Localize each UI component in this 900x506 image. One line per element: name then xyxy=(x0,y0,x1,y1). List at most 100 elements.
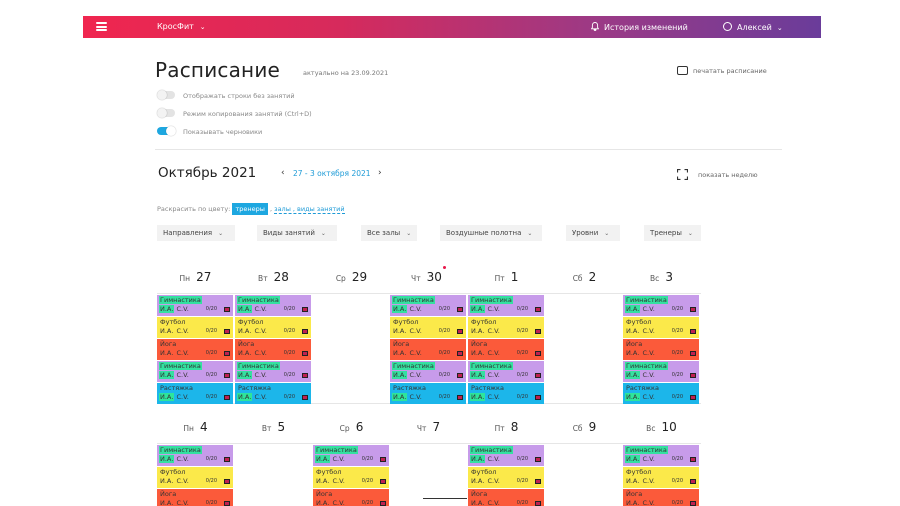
class-cell-gym[interactable]: Гимнастика И.А. С.V. 0/20 xyxy=(468,295,544,316)
club-selector[interactable]: КросФит ⌄ xyxy=(157,22,206,31)
class-meta: И.А. С.V. 0/20 xyxy=(470,371,542,380)
class-cell-gym[interactable]: Гимнастика И.А. С.V. 0/20 xyxy=(157,361,233,382)
flag-icon xyxy=(690,501,696,506)
color-by-other[interactable]: залы , виды занятий xyxy=(274,205,345,214)
chevron-left-icon[interactable]: ‹ xyxy=(281,168,285,178)
class-cell-yoga[interactable]: Йога И.А. С.V. 0/20 xyxy=(623,339,699,360)
filter-aerial[interactable]: Воздушные полотна ⌄ xyxy=(440,225,542,241)
flag-icon xyxy=(457,329,463,334)
class-cell-yoga[interactable]: Йога И.А. С.V. 0/20 xyxy=(157,489,233,506)
class-cell-gym[interactable]: Гимнастика И.А. С.V. 0/20 xyxy=(313,445,389,466)
user-icon xyxy=(723,22,732,31)
class-cell-football[interactable]: Футбол И.А. С.V. 0/20 xyxy=(468,317,544,338)
day-header: Ср 29 xyxy=(313,266,390,285)
menu-icon[interactable] xyxy=(96,22,107,31)
class-cell-gym[interactable]: Гимнастика И.А. С.V. 0/20 xyxy=(235,361,311,382)
class-cell-gym[interactable]: Гимнастика И.А. С.V. 0/20 xyxy=(623,361,699,382)
class-cell-football[interactable]: Футбол И.А. С.V. 0/20 xyxy=(157,317,233,338)
class-meta: И.А. С.V. 0/20 xyxy=(315,455,387,464)
class-cell-football[interactable]: Футбол И.А. С.V. 0/20 xyxy=(313,467,389,488)
class-cell-yoga[interactable]: Йога И.А. С.V. 0/20 xyxy=(157,339,233,360)
trainer-initials: И.А. xyxy=(238,349,252,357)
day-header: Вт 5 xyxy=(235,416,312,435)
toggle-label: Показывать черновики xyxy=(183,128,263,136)
class-meta: И.А. С.V. 0/20 xyxy=(392,305,464,314)
trainer-initials-2: С.V. xyxy=(407,393,422,401)
trainer-initials: И.А. xyxy=(626,349,640,357)
class-name: Гимнастика xyxy=(392,296,435,304)
class-cell-yoga[interactable]: Йога И.А. С.V. 0/20 xyxy=(623,489,699,506)
trainer-initials: И.А. xyxy=(471,499,485,506)
top-bar: КросФит ⌄ История изменений Алексей ⌄ xyxy=(83,16,821,38)
class-cell-gym[interactable]: Гимнастика И.А. С.V. 0/20 xyxy=(157,445,233,466)
class-cell-football[interactable]: Футбол И.А. С.V. 0/20 xyxy=(157,467,233,488)
filter-halls[interactable]: Все залы ⌄ xyxy=(361,225,417,241)
class-meta: И.А. С.V. 0/20 xyxy=(470,393,542,402)
class-cell-gym[interactable]: Гимнастика И.А. С.V. 0/20 xyxy=(468,445,544,466)
user-menu[interactable]: Алексей ⌄ xyxy=(723,22,783,32)
class-cell-gym[interactable]: Гимнастика И.А. С.V. 0/20 xyxy=(390,295,466,316)
trainer-initials: И.А. xyxy=(160,477,174,485)
class-cell-gym[interactable]: Гимнастика И.А. С.V. 0/20 xyxy=(623,445,699,466)
trainer-initials: И.А. xyxy=(471,349,485,357)
class-cell-stretch[interactable]: Растяжка И.А. С.V. 0/20 xyxy=(390,383,466,404)
week-range[interactable]: 27 - 3 октября 2021 xyxy=(293,169,371,178)
flag-icon xyxy=(224,457,230,462)
class-cell-stretch[interactable]: Растяжка И.А. С.V. 0/20 xyxy=(235,383,311,404)
show-week-button[interactable]: показать неделю xyxy=(677,169,758,180)
class-name: Гимнастика xyxy=(159,296,202,304)
weekday: Вт xyxy=(258,274,268,283)
history-link[interactable]: История изменений xyxy=(591,22,688,32)
print-button[interactable]: печатать расписание xyxy=(677,66,767,75)
trainer-initials: И.А. xyxy=(393,349,407,357)
toggle-switch[interactable] xyxy=(157,90,175,100)
class-cell-gym[interactable]: Гимнастика И.А. С.V. 0/20 xyxy=(390,361,466,382)
class-cell-yoga[interactable]: Йога И.А. С.V. 0/20 xyxy=(468,489,544,506)
capacity-count: 0/20 xyxy=(438,328,450,334)
class-cell-gym[interactable]: Гимнастика И.А. С.V. 0/20 xyxy=(623,295,699,316)
class-name: Гимнастика xyxy=(159,362,202,370)
class-cell-gym[interactable]: Гимнастика И.А. С.V. 0/20 xyxy=(235,295,311,316)
toggle-switch[interactable] xyxy=(157,126,176,136)
flag-icon xyxy=(380,457,386,462)
class-cell-stretch[interactable]: Растяжка И.А. С.V. 0/20 xyxy=(468,383,544,404)
class-cell-yoga[interactable]: Йога И.А. С.V. 0/20 xyxy=(468,339,544,360)
class-cell-yoga[interactable]: Йога И.А. С.V. 0/20 xyxy=(390,339,466,360)
trainer-initials-2: С.V. xyxy=(640,371,655,379)
capacity-count: 0/20 xyxy=(205,328,217,334)
filter-trainers[interactable]: Тренеры ⌄ xyxy=(644,225,701,241)
class-name: Растяжка xyxy=(160,384,193,392)
capacity-count: 0/20 xyxy=(671,328,683,334)
trainer-initials-2: С.V. xyxy=(640,393,655,401)
filter-class-types[interactable]: Виды занятий ⌄ xyxy=(257,225,337,241)
class-meta: И.А. С.V. 0/20 xyxy=(392,371,464,380)
trainer-initials: И.А. xyxy=(316,477,330,485)
class-cell-yoga[interactable]: Йога И.А. С.V. 0/20 xyxy=(235,339,311,360)
class-meta: И.А. С.V. 0/20 xyxy=(159,455,231,464)
filter-directions[interactable]: Направления ⌄ xyxy=(157,225,235,241)
color-by-label: Раскрасить по цвету: xyxy=(157,205,231,213)
class-cell-football[interactable]: Футбол И.А. С.V. 0/20 xyxy=(235,317,311,338)
class-cell-football[interactable]: Футбол И.А. С.V. 0/20 xyxy=(468,467,544,488)
capacity-count: 0/20 xyxy=(205,478,217,484)
flag-icon xyxy=(302,307,308,312)
class-cell-yoga[interactable]: Йога И.А. С.V. 0/20 xyxy=(313,489,389,506)
class-cell-football[interactable]: Футбол И.А. С.V. 0/20 xyxy=(623,467,699,488)
class-meta: И.А. С.V. 0/20 xyxy=(625,349,697,358)
class-cell-stretch[interactable]: Растяжка И.А. С.V. 0/20 xyxy=(623,383,699,404)
class-cell-stretch[interactable]: Растяжка И.А. С.V. 0/20 xyxy=(157,383,233,404)
class-meta: И.А. С.V. 0/20 xyxy=(237,393,309,402)
chevron-right-icon[interactable]: › xyxy=(378,168,382,178)
weekday: Ср xyxy=(335,274,346,283)
class-cell-football[interactable]: Футбол И.А. С.V. 0/20 xyxy=(623,317,699,338)
capacity-count: 0/20 xyxy=(205,306,217,312)
class-meta: И.А. С.V. 0/20 xyxy=(625,499,697,506)
class-cell-gym[interactable]: Гимнастика И.А. С.V. 0/20 xyxy=(468,361,544,382)
color-by-trainers[interactable]: тренеры xyxy=(232,203,268,215)
class-name: Йога xyxy=(160,340,177,348)
filter-levels[interactable]: Уровни ⌄ xyxy=(566,225,620,241)
flag-icon xyxy=(457,395,463,400)
class-cell-gym[interactable]: Гимнастика И.А. С.V. 0/20 xyxy=(157,295,233,316)
class-cell-football[interactable]: Футбол И.А. С.V. 0/20 xyxy=(390,317,466,338)
toggle-switch[interactable] xyxy=(157,108,175,118)
